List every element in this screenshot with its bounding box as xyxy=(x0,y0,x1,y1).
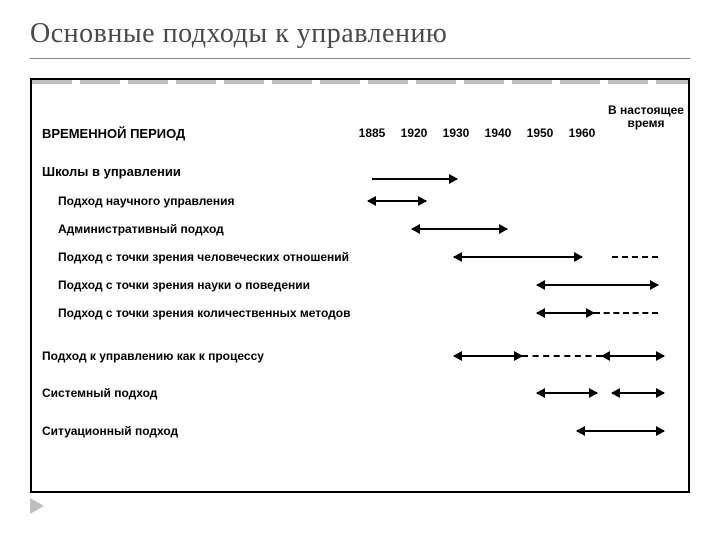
time-period-header: ВРЕМЕННОЙ ПЕРИОД xyxy=(42,126,185,141)
timeline-bar-dashed xyxy=(594,312,658,314)
row-label: Подход с точки зрения человеческих отнош… xyxy=(58,250,349,264)
year-label: 1930 xyxy=(443,126,470,140)
row-label: Административный подход xyxy=(58,222,224,236)
timeline-chart-frame: ВРЕМЕННОЙ ПЕРИОД Школы в управлении Подх… xyxy=(30,78,690,493)
timeline-bar xyxy=(537,284,658,286)
timeline-bar xyxy=(537,392,597,394)
schools-header: Школы в управлении xyxy=(42,164,181,179)
year-axis: 1885 1920 1930 1940 1950 1960 xyxy=(362,126,692,144)
year-label: 1950 xyxy=(527,126,554,140)
year-label: 1940 xyxy=(485,126,512,140)
timeline-bar xyxy=(577,430,664,432)
timeline-bar xyxy=(602,355,664,357)
page-title: Основные подходы к управлению xyxy=(30,18,447,50)
row-label: Подход к управлению как к процессу xyxy=(42,349,264,363)
label-column: ВРЕМЕННОЙ ПЕРИОД Школы в управлении Подх… xyxy=(32,80,362,491)
row-label: Подход научного управления xyxy=(58,194,234,208)
year-label: 1920 xyxy=(401,126,428,140)
timeline-bar xyxy=(537,312,594,314)
row-label: Подход с точки зрения количественных мет… xyxy=(58,306,350,320)
timeline-bar xyxy=(372,178,457,180)
timeline-bar xyxy=(612,392,664,394)
timeline-bar-dashed xyxy=(522,355,602,357)
row-label: Подход с точки зрения науки о поведении xyxy=(58,278,310,292)
timeline-bar xyxy=(454,256,582,258)
timeline-bar xyxy=(454,355,522,357)
timeline-bar-dashed xyxy=(612,256,658,258)
year-label: 1960 xyxy=(569,126,596,140)
year-label: 1885 xyxy=(359,126,386,140)
frame-top-accent xyxy=(32,80,688,84)
row-label: Ситуационный подход xyxy=(42,424,178,438)
row-label: Системный подход xyxy=(42,386,157,400)
slide-marker-icon xyxy=(30,498,44,514)
timeline-bar xyxy=(368,200,426,202)
timeline-column: В настоящее время 1885192019301940195019… xyxy=(362,80,692,491)
title-underline xyxy=(30,58,690,59)
timeline-bar xyxy=(412,228,507,230)
